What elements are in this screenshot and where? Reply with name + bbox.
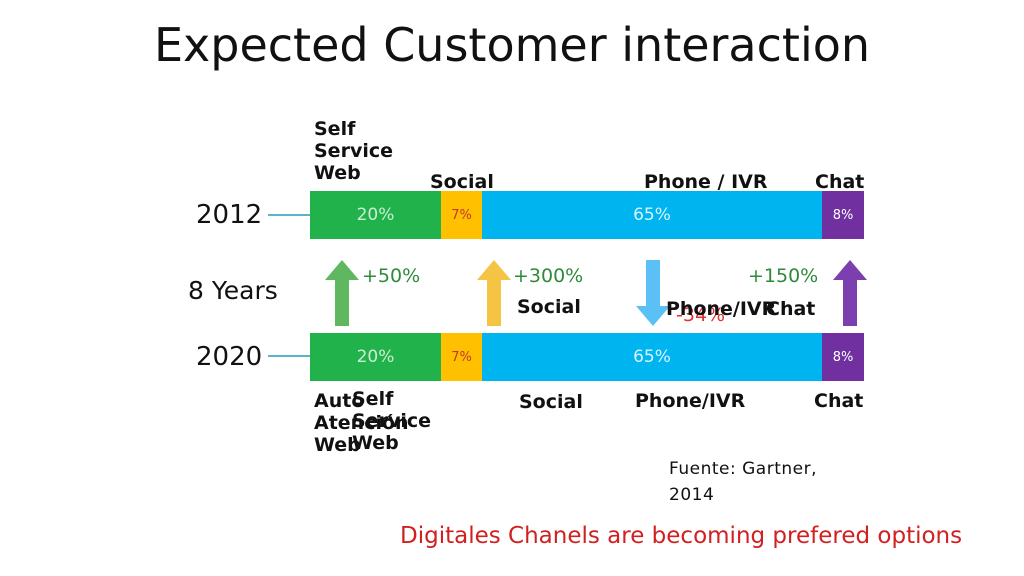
segment-value-label: 65% (633, 205, 671, 225)
arrow-up-self-icon (325, 260, 359, 326)
arrow-up-social-icon (477, 260, 511, 326)
year-2012: 2012 (196, 200, 263, 230)
bar-2020: 20% 7% 65% 8% (310, 333, 864, 381)
change-chat: +150% (748, 265, 819, 287)
footer-message: Digitales Chanels are becoming prefered … (400, 523, 963, 549)
middle-social-label: Social (517, 296, 581, 318)
change-social: +300% (513, 265, 584, 287)
bar-segment-2012-phone-ivr: 65% (482, 191, 822, 239)
bar-segment-2012-chat: 8% (822, 191, 864, 239)
segment-value-label: 7% (451, 207, 472, 223)
label-2020-self-service: Self Service Web (352, 388, 431, 454)
bar-segment-2020-self-service-web: 20% (310, 333, 441, 381)
bar-segment-2020-chat: 8% (822, 333, 864, 381)
segment-value-label: 65% (633, 347, 671, 367)
change-phone: -34% (676, 304, 726, 326)
middle-chat-label: Chat (766, 298, 816, 320)
bar-segment-2012-social: 7% (441, 191, 482, 239)
label-2012-phone: Phone / IVR (644, 171, 768, 193)
connector-2012 (268, 214, 310, 216)
segment-value-label: 7% (451, 349, 472, 365)
connector-2020 (268, 355, 310, 357)
change-self-service: +50% (362, 265, 421, 287)
year-2020: 2020 (196, 342, 263, 372)
arrow-down-phone-icon (636, 260, 670, 326)
segment-value-label: 20% (356, 347, 395, 367)
source-note: Fuente: Gartner, 2014 (669, 459, 817, 505)
label-2020-social: Social (519, 391, 583, 413)
bar-segment-2012-self-service-web: 20% (310, 191, 441, 239)
middle-phone-label: Phone/IVR (666, 298, 777, 320)
years-span: 8 Years (188, 276, 278, 305)
label-2020-chat: Chat (814, 390, 864, 412)
bar-segment-2020-social: 7% (441, 333, 482, 381)
bar-2012: 20% 7% 65% 8% (310, 191, 864, 239)
segment-value-label: 20% (356, 205, 395, 225)
segment-value-label: 8% (832, 349, 854, 365)
label-2012-social: Social (430, 171, 494, 193)
page-title: Expected Customer interaction (153, 18, 871, 72)
label-2020-phone: Phone/IVR (635, 390, 746, 412)
segment-value-label: 8% (832, 207, 854, 223)
label-2012-chat: Chat (815, 171, 865, 193)
arrow-up-chat-icon (833, 260, 867, 326)
label-2012-self-service: Self Service Web (314, 118, 393, 184)
bar-segment-2020-phone-ivr: 65% (482, 333, 822, 381)
